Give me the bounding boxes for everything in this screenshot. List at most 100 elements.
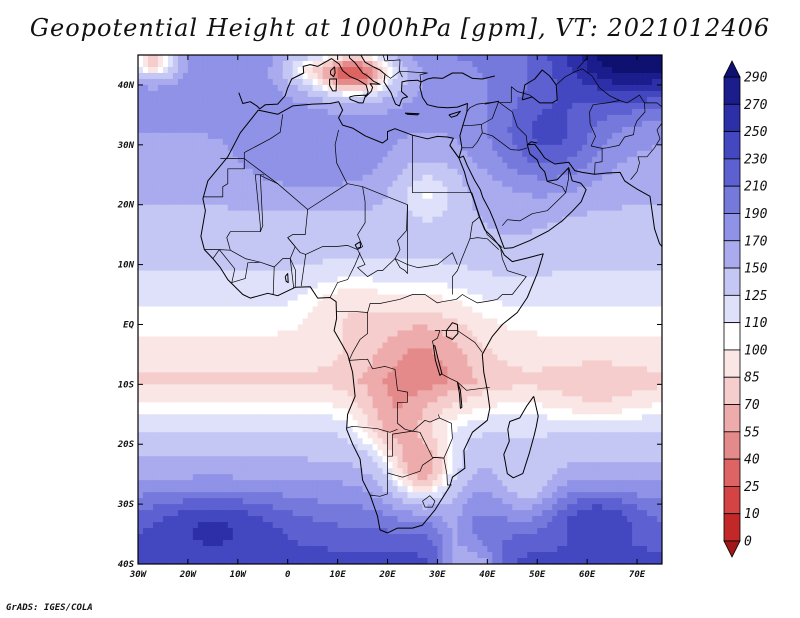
field-cell	[492, 210, 498, 218]
field-cell	[232, 300, 239, 308]
field-cell	[297, 198, 304, 206]
field-cell	[582, 96, 588, 104]
field-cell	[542, 264, 548, 272]
field-cell	[537, 138, 543, 146]
field-cell	[232, 132, 239, 140]
field-cell	[487, 102, 493, 110]
field-cell	[237, 258, 244, 266]
field-cell	[242, 234, 249, 242]
field-cell	[342, 66, 349, 74]
field-cell	[417, 222, 424, 230]
field-cell	[147, 252, 154, 260]
field-cell	[272, 192, 279, 200]
field-cell	[157, 66, 164, 74]
field-cell	[247, 318, 254, 326]
field-cell	[427, 66, 434, 74]
field-cell	[202, 132, 209, 140]
field-cell	[587, 246, 593, 254]
field-cell	[567, 270, 573, 278]
field-cell	[172, 234, 179, 242]
field-cell	[212, 66, 219, 74]
field-cell	[482, 138, 488, 146]
field-cell	[192, 144, 199, 152]
field-cell	[402, 234, 409, 242]
field-cell	[382, 330, 389, 338]
field-cell	[382, 276, 389, 284]
field-cell	[442, 222, 449, 230]
field-cell	[227, 174, 234, 182]
field-cell	[377, 246, 384, 254]
field-cell	[617, 264, 623, 272]
field-cell	[562, 198, 568, 206]
field-cell	[412, 168, 419, 176]
field-cell	[257, 126, 264, 134]
field-cell	[637, 180, 643, 188]
field-cell	[622, 300, 628, 308]
field-cell	[372, 306, 379, 314]
field-cell	[147, 186, 154, 194]
field-cell	[657, 66, 662, 74]
field-cell	[392, 120, 399, 128]
field-cell	[602, 60, 608, 68]
field-cell	[602, 132, 608, 140]
field-cell	[352, 156, 359, 164]
field-cell	[457, 192, 463, 200]
field-cell	[502, 198, 508, 206]
field-cell	[577, 204, 583, 212]
field-cell	[138, 90, 144, 98]
field-cell	[367, 168, 374, 176]
field-cell	[557, 156, 563, 164]
field-cell	[582, 84, 588, 92]
field-cell	[402, 66, 409, 74]
field-cell	[172, 246, 179, 254]
field-cell	[557, 264, 563, 272]
field-cell	[497, 120, 503, 128]
field-cell	[232, 180, 239, 188]
field-cell	[292, 240, 299, 248]
field-cell	[482, 306, 488, 314]
field-cell	[177, 138, 184, 146]
field-cell	[477, 294, 483, 302]
field-cell	[567, 114, 573, 122]
field-cell	[527, 324, 533, 332]
field-cell	[277, 84, 284, 92]
field-cell	[407, 324, 414, 332]
field-cell	[377, 306, 384, 314]
field-cell	[482, 216, 488, 224]
field-cell	[422, 114, 429, 122]
field-cell	[632, 84, 638, 92]
field-cell	[347, 150, 354, 158]
field-cell	[162, 132, 169, 140]
field-cell	[252, 300, 259, 308]
field-cell	[182, 330, 189, 338]
field-cell	[312, 258, 319, 266]
field-cell	[467, 276, 473, 284]
field-cell	[572, 174, 578, 182]
field-cell	[217, 330, 224, 338]
field-cell	[172, 300, 179, 308]
field-cell	[502, 312, 508, 320]
field-cell	[172, 72, 179, 80]
field-cell	[177, 55, 184, 62]
field-cell	[437, 84, 444, 92]
field-cell	[532, 78, 538, 86]
field-cell	[372, 72, 379, 80]
field-cell	[567, 78, 573, 86]
field-cell	[142, 66, 149, 74]
field-cell	[147, 210, 154, 218]
field-cell	[657, 156, 662, 164]
field-cell	[547, 126, 553, 134]
field-cell	[532, 180, 538, 188]
field-cell	[182, 228, 189, 236]
field-cell	[647, 252, 653, 260]
field-cell	[497, 282, 503, 290]
field-cell	[142, 78, 149, 86]
field-cell	[152, 234, 159, 242]
field-cell	[422, 174, 429, 182]
field-cell	[542, 114, 548, 122]
field-cell	[567, 66, 573, 74]
field-cell	[242, 210, 249, 218]
field-cell	[532, 126, 538, 134]
field-cell	[382, 258, 389, 266]
field-cell	[412, 138, 419, 146]
